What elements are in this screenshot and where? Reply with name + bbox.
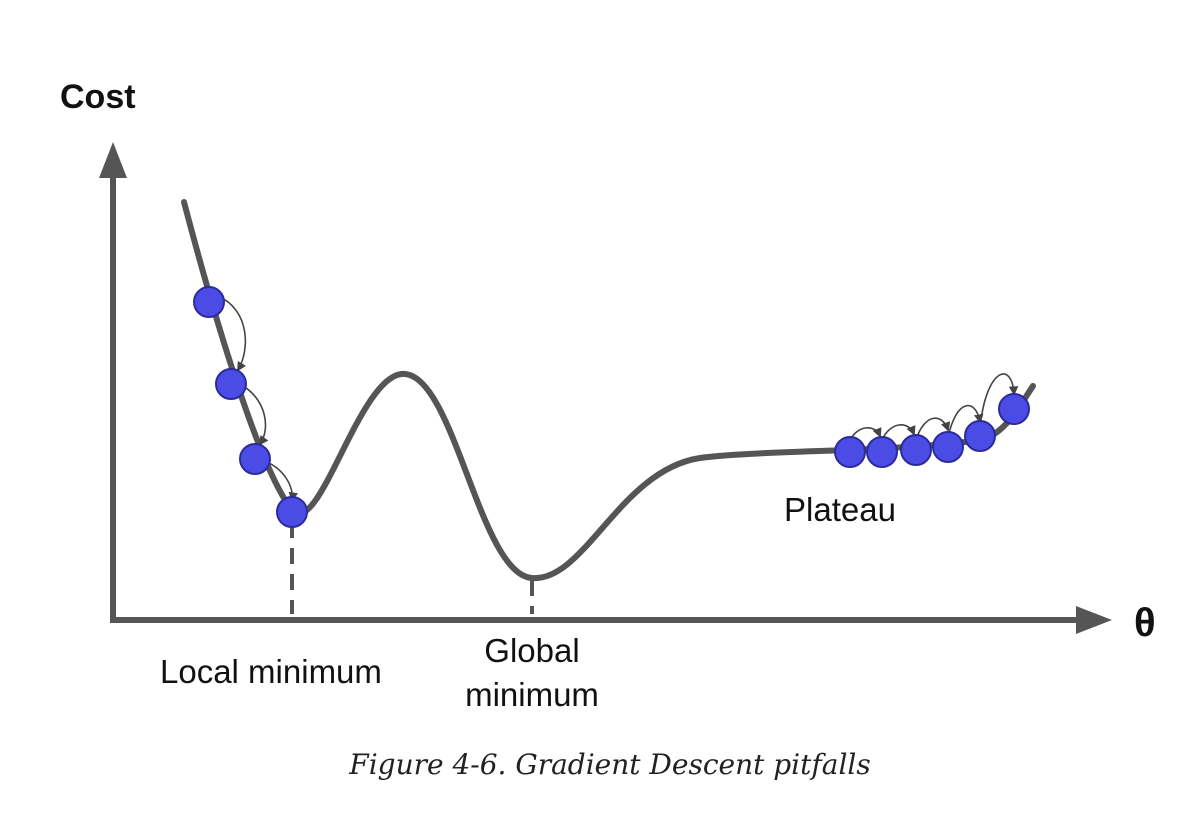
global-minimum-label-line2: minimum	[465, 676, 599, 713]
parameter-ball	[866, 436, 898, 468]
y-axis-arrow-icon	[99, 142, 127, 178]
local-minimum-label: Local minimum	[160, 653, 382, 690]
y-axis-label: Cost	[60, 78, 136, 116]
plateau-balls	[834, 393, 1030, 468]
figure-caption: Figure 4-6. Gradient Descent pitfalls	[348, 748, 870, 781]
parameter-ball	[964, 420, 996, 452]
x-axis-label: θ	[1134, 601, 1156, 645]
parameter-ball	[932, 431, 964, 463]
step-arrow	[947, 404, 984, 439]
x-axis-arrow-icon	[1076, 606, 1112, 634]
parameter-ball	[998, 393, 1030, 425]
parameter-ball	[193, 286, 225, 318]
cost-curve	[181, 199, 1036, 582]
descent-balls	[193, 286, 308, 528]
plateau-label: Plateau	[784, 491, 896, 528]
step-arrow	[217, 295, 247, 372]
step-arrow	[239, 383, 269, 446]
parameter-ball	[239, 443, 271, 475]
axes	[99, 142, 1112, 634]
step-arrow	[979, 373, 1019, 429]
step-arrow	[915, 417, 951, 441]
parameter-ball	[834, 436, 866, 468]
parameter-ball	[900, 434, 932, 466]
parameter-ball	[215, 368, 247, 400]
parameter-ball	[276, 496, 308, 528]
step-arrow	[881, 424, 916, 441]
global-minimum-label-line1: Global	[484, 632, 579, 669]
